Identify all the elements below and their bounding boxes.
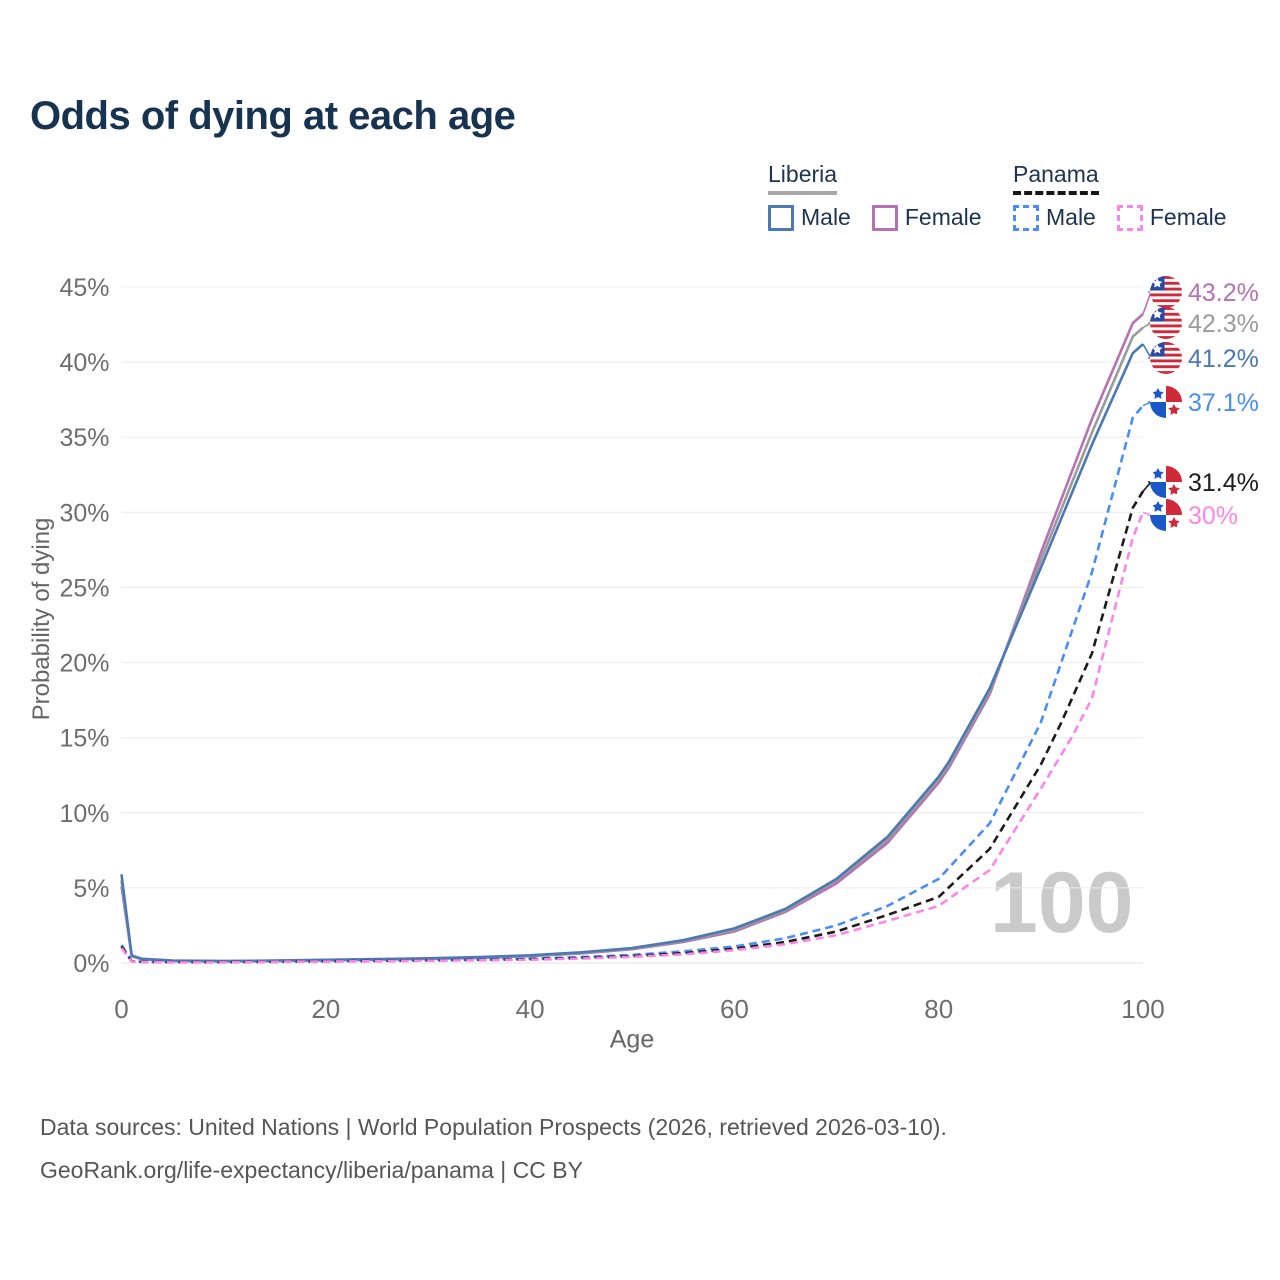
panama-flag-icon (1150, 466, 1182, 498)
source-line-1: Data sources: United Nations | World Pop… (40, 1114, 947, 1140)
label-connector-liberia-male (1142, 343, 1153, 359)
x-tick-label: 40 (516, 994, 545, 1024)
y-tick-label: 5% (73, 875, 109, 903)
legend-label: Female (1149, 204, 1227, 230)
star-glyph (1152, 344, 1163, 354)
label-connector-panama-male (1142, 401, 1152, 407)
series-panama-male[interactable] (120, 404, 1144, 964)
star-glyph (1152, 467, 1164, 479)
x-axis-title: Age (609, 1025, 655, 1054)
series-panama-female[interactable] (120, 511, 1145, 964)
y-tick-label: 20% (59, 650, 109, 678)
y-tick-label: 15% (59, 725, 109, 753)
end-value-label-liberia-male: 41.2% (1188, 345, 1259, 373)
end-value-label-panama-female: 30% (1188, 502, 1238, 530)
x-tick-label: 80 (924, 994, 953, 1024)
source-line-2: GeoRank.org/life-expectancy/liberia/pana… (40, 1157, 583, 1183)
x-tick-label: 100 (1121, 994, 1164, 1024)
legend-country-liberia: Liberia (768, 161, 838, 195)
panama-flag-icon (1150, 499, 1182, 531)
x-tick-label: 0 (114, 994, 128, 1024)
x-tick-label: 60 (720, 994, 749, 1024)
legend-item-liberia-female[interactable]: Female (871, 204, 982, 231)
x-tick-label: 20 (311, 994, 340, 1024)
label-connector-liberia-both-sexes (1142, 322, 1154, 329)
y-tick-label: 10% (59, 800, 109, 828)
star-glyph (1152, 387, 1164, 399)
series-liberia-male[interactable] (120, 343, 1144, 963)
star-glyph (1152, 309, 1163, 319)
end-value-label-liberia-both-sexes: 42.3% (1188, 310, 1259, 338)
y-tick-label: 40% (59, 349, 109, 377)
y-tick-label: 35% (59, 424, 109, 452)
end-value-label-liberia-female: 43.2% (1188, 279, 1259, 307)
legend-item-panama-male[interactable]: Male (1013, 204, 1096, 231)
series-liberia-female[interactable] (120, 313, 1144, 963)
y-tick-label: 0% (73, 950, 109, 978)
star-glyph (1152, 500, 1164, 512)
liberia-male-swatch-icon (768, 204, 794, 231)
legend-country-panama: Panama (1013, 161, 1099, 195)
end-value-label-panama-male: 37.1% (1188, 389, 1259, 417)
series-panama-both-sexes[interactable] (120, 490, 1145, 964)
age-counter-watermark: 100 (990, 855, 1134, 951)
y-tick-label: 30% (59, 499, 109, 527)
series-liberia-both-sexes[interactable] (120, 326, 1144, 963)
source-note: Data sources: United Nations | World Pop… (40, 1106, 947, 1192)
y-axis-title: Probability of dying (28, 517, 55, 721)
liberia-flag-icon (1150, 307, 1182, 339)
page-title: Odds of dying at each age (30, 94, 516, 138)
label-connector-liberia-female (1142, 291, 1153, 315)
legend-group-panama: Panama Male Female (1013, 161, 1248, 231)
panama-flag-icon (1150, 386, 1182, 418)
label-connector-panama-both-sexes (1142, 481, 1153, 492)
panama-male-swatch-icon (1013, 204, 1039, 231)
end-value-label-panama-both-sexes: 31.4% (1188, 469, 1259, 497)
legend-item-liberia-male[interactable]: Male (768, 204, 851, 231)
star-glyph (1152, 278, 1163, 288)
legend-label: Female (904, 204, 982, 230)
legend-group-liberia: Liberia Male Female (768, 161, 1003, 231)
liberia-flag-icon (1150, 342, 1182, 374)
legend-label: Male (1046, 204, 1096, 230)
label-connector-panama-female (1142, 511, 1152, 516)
star-glyph (1168, 403, 1180, 415)
star-glyph (1168, 483, 1180, 495)
liberia-flag-icon (1150, 276, 1182, 308)
legend-label: Male (801, 204, 851, 230)
liberia-female-swatch-icon (871, 204, 898, 231)
star-glyph (1168, 516, 1180, 528)
panama-female-swatch-icon (1116, 204, 1143, 231)
y-tick-label: 45% (59, 274, 109, 302)
legend-item-panama-female[interactable]: Female (1116, 204, 1227, 231)
y-tick-label: 25% (59, 574, 109, 602)
